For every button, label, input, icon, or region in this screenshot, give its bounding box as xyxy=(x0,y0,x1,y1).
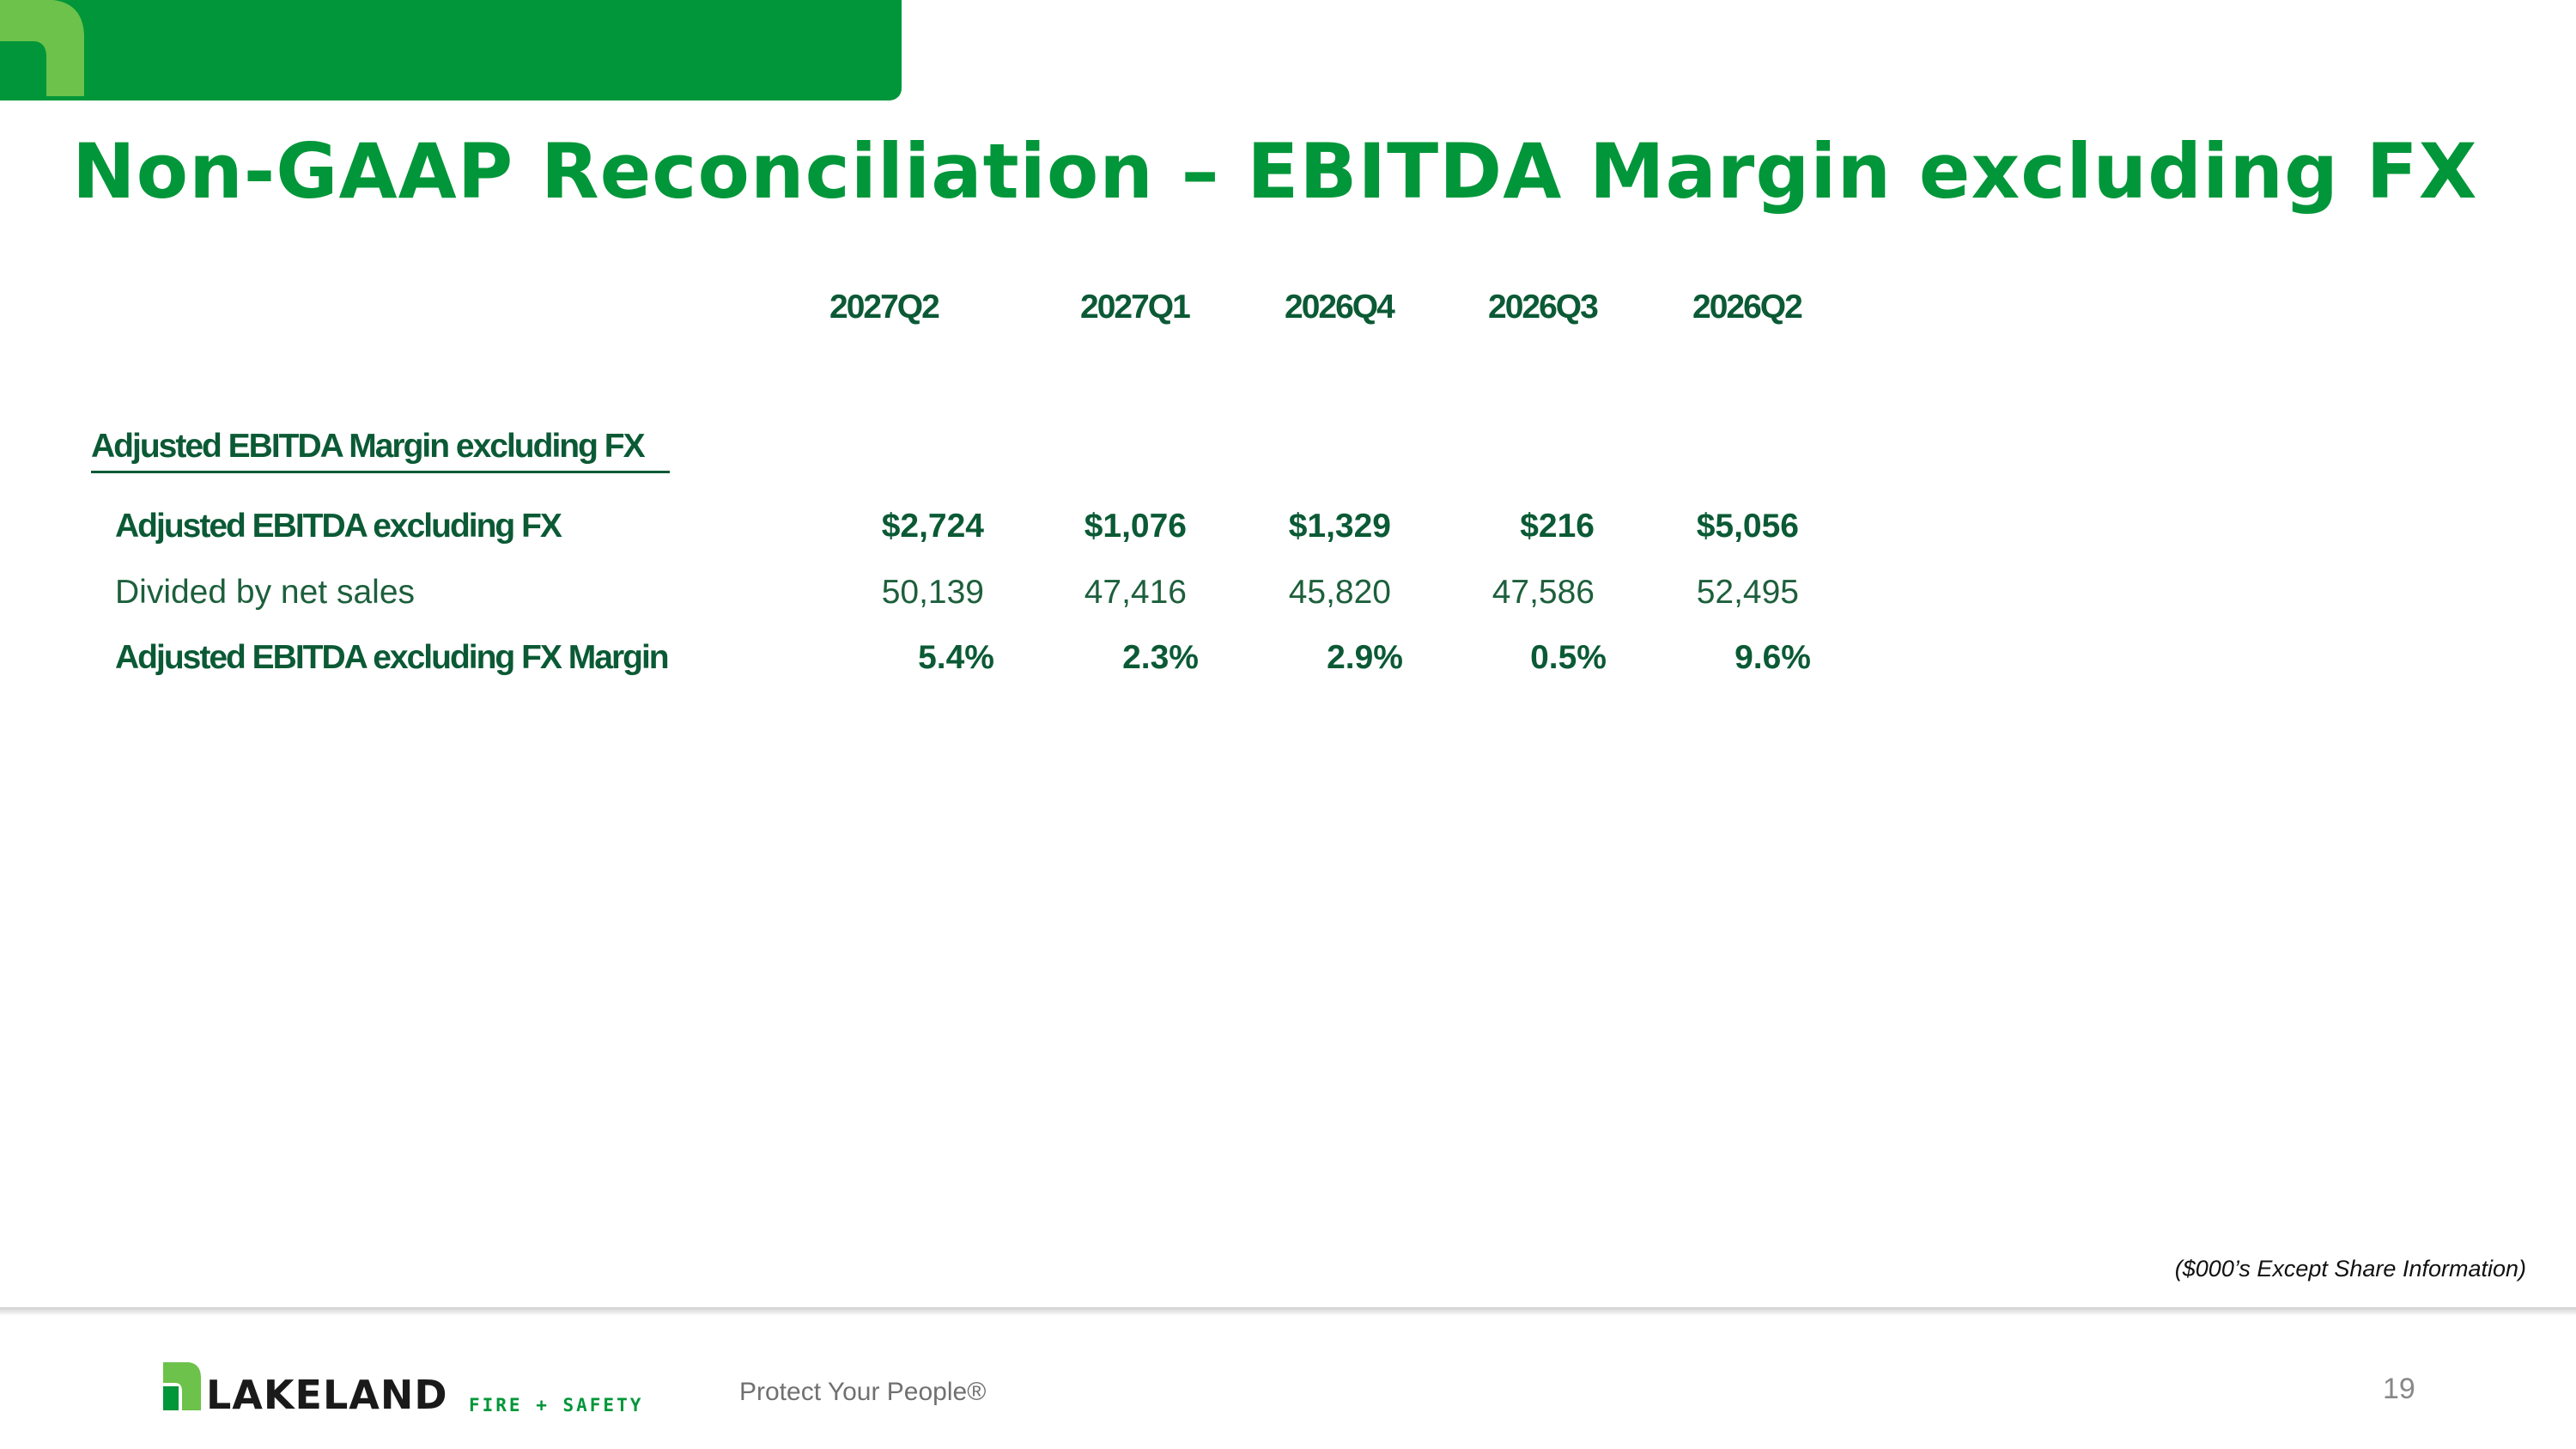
row-label: Adjusted EBITDA excluding FX Margin xyxy=(115,639,670,676)
table-cell: 52,495 xyxy=(1696,574,1799,611)
table-cell: 2.3% xyxy=(1122,639,1199,676)
lakeland-leaf-icon xyxy=(163,1362,201,1410)
table-cell: $216 xyxy=(1520,508,1595,545)
table-cell: 47,586 xyxy=(1492,574,1595,611)
table-cell: $1,076 xyxy=(1084,508,1187,545)
column-header: 2026Q4 xyxy=(1285,289,1395,326)
table-cell: 50,139 xyxy=(881,574,984,611)
header-band xyxy=(0,0,902,100)
row-label: Divided by net sales xyxy=(115,574,416,611)
leaf-logo-icon xyxy=(0,0,84,96)
footnote: ($000’s Except Share Information) xyxy=(2174,1256,2526,1282)
table-cell: $2,724 xyxy=(881,508,984,545)
row-label: Adjusted EBITDA excluding FX xyxy=(115,508,562,545)
brand-name: LAKELAND xyxy=(206,1372,448,1414)
table-cell: 9.6% xyxy=(1735,639,1811,676)
table-cell: $5,056 xyxy=(1696,508,1799,545)
column-header: 2027Q1 xyxy=(1080,289,1191,326)
table-cell: 5.4% xyxy=(918,639,994,676)
column-header: 2026Q3 xyxy=(1488,289,1599,326)
table-cell: $1,329 xyxy=(1288,508,1391,545)
footer-divider xyxy=(0,1307,2576,1316)
table-cell: 45,820 xyxy=(1288,574,1391,611)
column-header: 2026Q2 xyxy=(1692,289,1803,326)
table-cell: 0.5% xyxy=(1530,639,1607,676)
lakeland-logo: LAKELAND FIRE + SAFETY xyxy=(163,1362,643,1414)
table-cell: 47,416 xyxy=(1084,574,1187,611)
tagline: Protect Your People® xyxy=(739,1378,987,1406)
table-cell: 2.9% xyxy=(1327,639,1403,676)
brand-subtitle: FIRE + SAFETY xyxy=(469,1395,643,1414)
page-title: Non-GAAP Reconciliation – EBITDA Margin … xyxy=(72,127,2478,216)
page-number: 19 xyxy=(2383,1373,2415,1405)
section-underline xyxy=(91,471,670,473)
section-heading: Adjusted EBITDA Margin excluding FX xyxy=(91,428,646,465)
column-header: 2027Q2 xyxy=(829,289,940,326)
